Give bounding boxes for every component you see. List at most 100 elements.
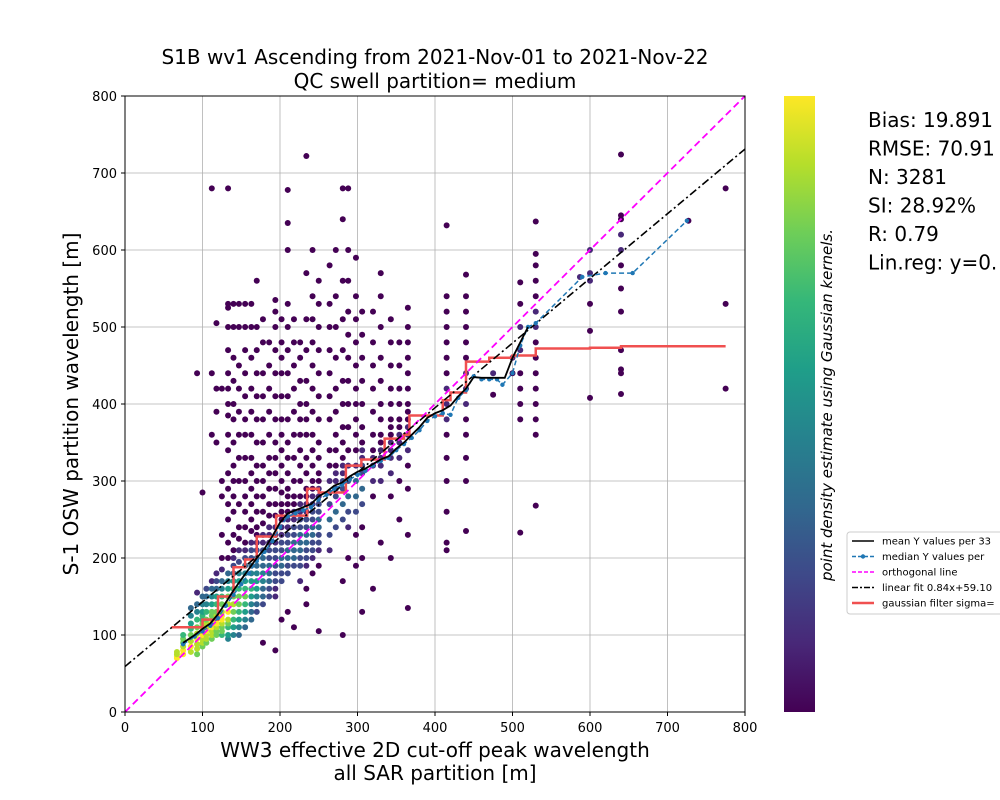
scatter-point [309,339,316,346]
scatter-point [248,593,255,600]
scatter-point [297,501,304,508]
scatter-point [345,185,352,192]
median-line [182,220,688,645]
scatter-point [404,324,411,330]
scatter-point [266,562,273,569]
scatter-point [297,524,304,531]
scatter-point [284,247,291,253]
linear-fit-line [125,148,745,668]
scatter-point [332,478,339,484]
scatter-point [387,416,394,423]
scatter-point [297,401,304,407]
chart-subtitle: QC swell partition= medium [294,69,577,93]
scatter-point [278,578,285,585]
scatter-point [396,478,403,484]
scatter-point [259,593,266,600]
scatter-point [309,555,316,561]
scatter-point [463,271,469,278]
scatter-point [218,385,225,392]
scatter-point [315,524,322,531]
scatter-point [404,485,411,492]
scatter-point [332,293,339,300]
scatter-point [326,416,333,423]
scatter-point [332,462,339,469]
scatter-point [303,516,310,523]
scatter-point [326,393,333,400]
scatter-point [284,562,291,569]
scatter-point [290,531,297,538]
scatter-point [359,555,366,561]
stats-panel: Bias: 19.891 RMSE: 70.91 N: 3281 SI: 28.92%… [868,108,997,275]
scatter-point [443,431,450,438]
scatter-point [332,524,339,531]
scatter-point [345,493,352,500]
scatter-point [290,547,297,554]
scatter-point [235,431,242,438]
scatter-point [297,354,304,361]
median-marker [500,382,505,387]
scatter-point [326,462,333,469]
scatter-point [225,401,232,407]
scatter-point [339,185,346,192]
scatter-point [266,585,273,592]
scatter-point [463,339,469,346]
scatter-point [278,547,285,554]
scatter-point [326,547,333,554]
scatter-point [722,385,729,392]
y-tick-label: 800 [92,90,117,105]
scatter-point [297,547,304,554]
scatter-point [253,508,260,515]
scatter-point [272,570,279,577]
axis-ticks: 0 100 200 300 400 500 600 700 800 0 100 200 300 400 50… [92,90,757,736]
scatter-point [352,316,359,323]
scatter-point [235,624,242,631]
scatter-point [315,508,322,515]
scatter-point [248,539,255,546]
scatter-point [618,262,624,269]
scatter-point [339,632,346,638]
scatter-point [235,501,242,508]
scatter-point [253,524,260,531]
scatter-point [272,308,279,315]
scatter-point [297,578,304,585]
scatter-point [266,431,273,438]
scatter-point [722,300,729,307]
stat-line: N: 3281 [868,165,947,189]
scatter-point [266,339,273,346]
scatter-point [339,401,346,407]
scatter-point [463,431,469,438]
scatter-point [213,320,220,327]
scatter-point [242,416,249,423]
scatter-point [345,277,352,284]
scatter-point [370,339,376,346]
scatter-point [266,454,273,461]
median-marker [180,642,186,647]
scatter-point [272,454,279,461]
scatter-point [218,555,225,561]
scatter-point [532,385,539,392]
scatter-point [259,478,266,484]
scatter-point [272,501,279,508]
scatter-point [443,370,450,377]
scatter-point [278,393,285,400]
scatter-point [242,370,249,377]
scatter-point [253,593,260,600]
median-marker [293,511,298,516]
scatter-point [218,566,225,573]
scatter-point [315,324,322,330]
scatter-point [242,508,249,515]
scatter-point [230,531,237,538]
scatter-point [352,385,359,392]
scatter-point [248,431,255,438]
scatter-point [359,331,366,338]
scatter-point [463,324,469,330]
scatter-point [290,454,297,461]
scatter-point [259,316,266,323]
scatter-point [242,539,249,546]
scatter-point [290,555,297,561]
median-marker [684,218,690,223]
scatter-point [225,347,232,354]
scatter-point [404,385,411,392]
scatter-point [203,608,210,615]
y-tick-label: 700 [92,167,117,182]
